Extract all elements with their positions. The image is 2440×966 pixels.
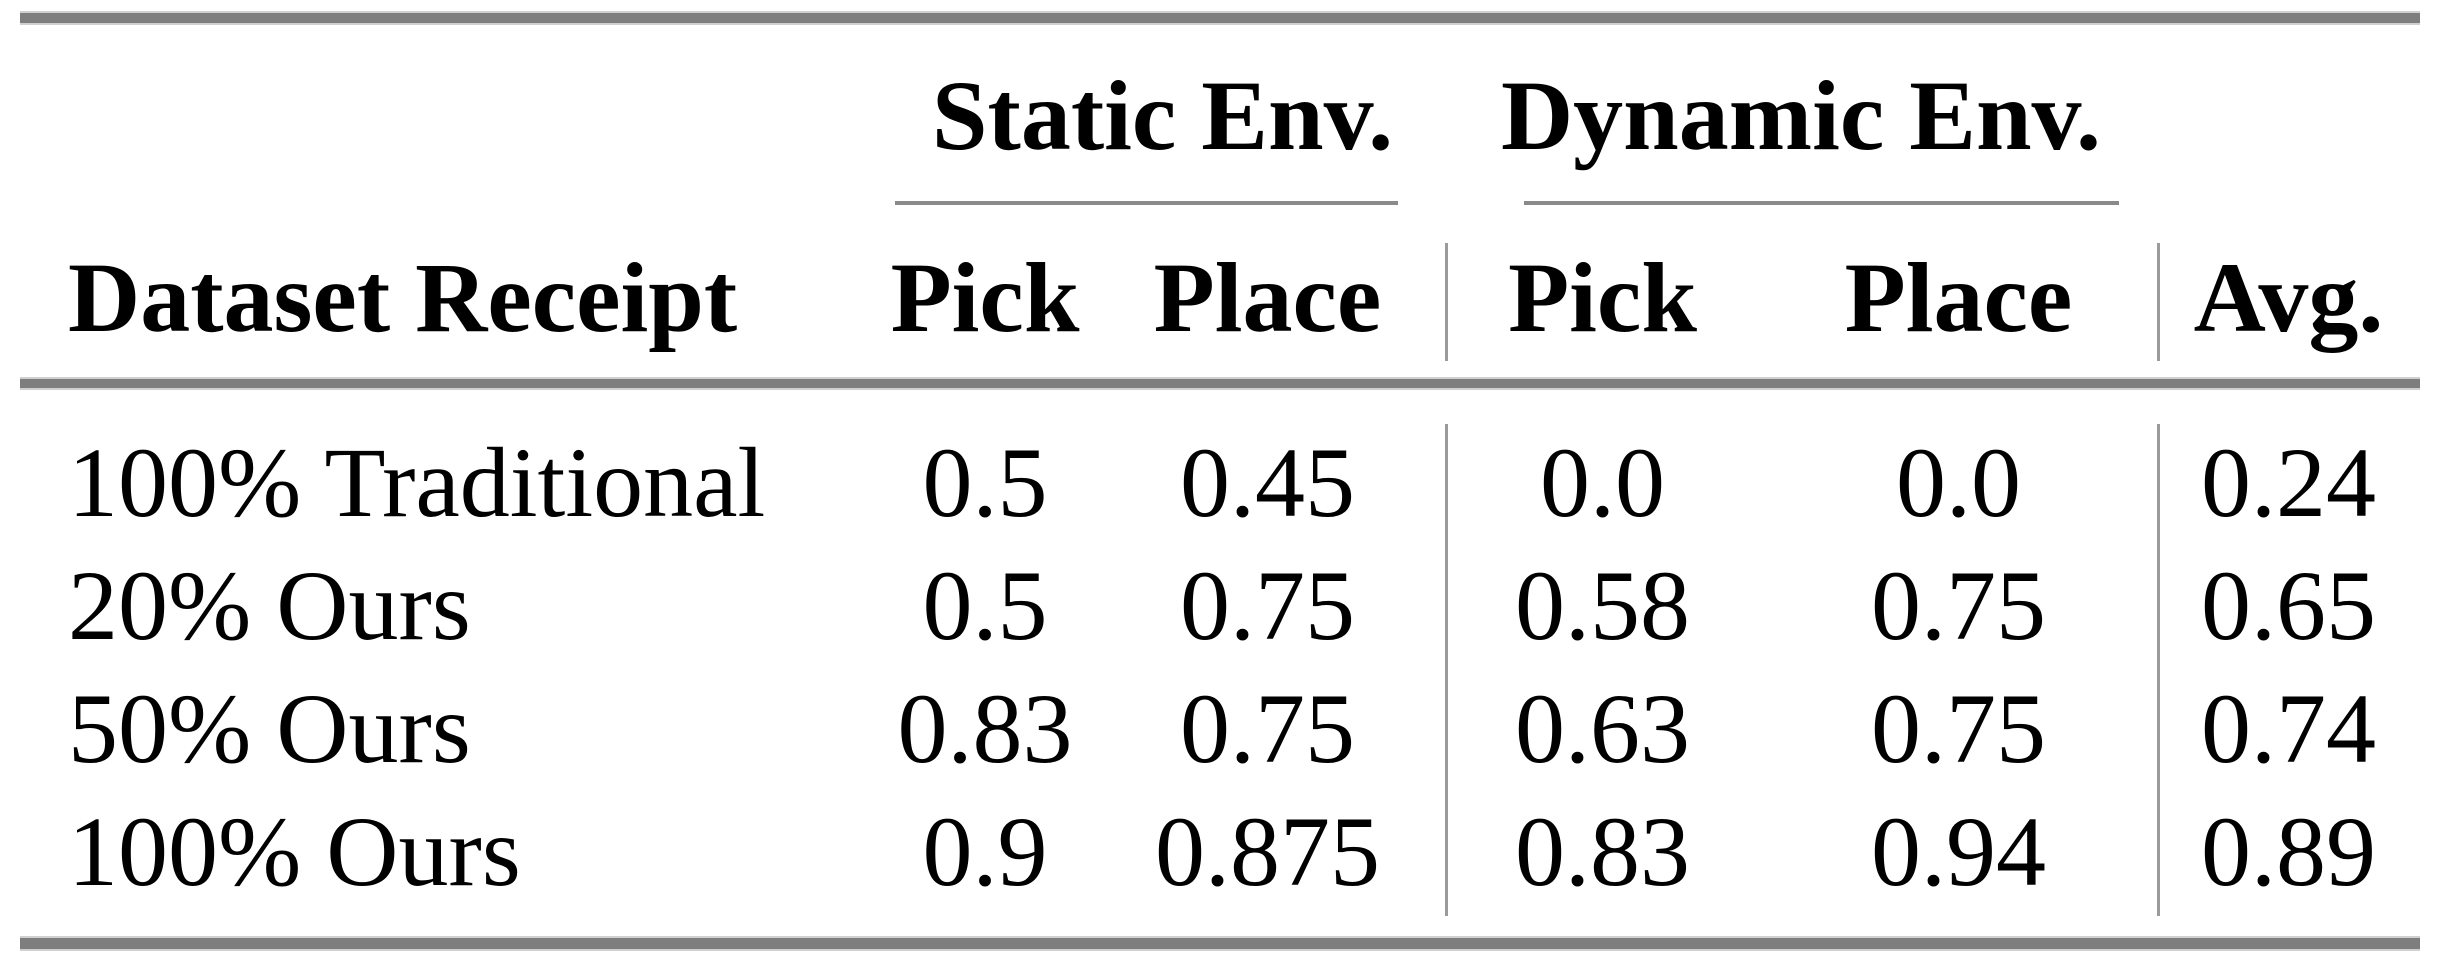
separator-dynamic-avg-header — [2157, 243, 2160, 361]
column-header-dynamic-place: Place — [1844, 242, 2073, 353]
cell-dynamic-place: 0.75 — [1871, 550, 2046, 661]
column-header-static-pick: Pick — [890, 242, 1080, 353]
cell-avg: 0.65 — [2201, 550, 2376, 661]
separator-dynamic-avg-body — [2157, 424, 2160, 916]
cell-avg: 0.89 — [2201, 796, 2376, 907]
cell-static-place: 0.875 — [1155, 796, 1380, 907]
column-header-dataset-receipt: Dataset Receipt — [68, 242, 738, 353]
table-mid-rule — [20, 379, 2420, 388]
table-top-rule — [20, 13, 2420, 23]
row-label: 20% Ours — [68, 550, 471, 661]
cell-dynamic-pick: 0.0 — [1540, 427, 1665, 538]
row-label: 50% Ours — [68, 673, 471, 784]
table-bottom-rule — [20, 938, 2420, 949]
cell-avg: 0.74 — [2201, 673, 2376, 784]
cell-static-place: 0.75 — [1180, 550, 1355, 661]
column-header-avg: Avg. — [2193, 242, 2384, 353]
group-header-dynamic-env: Dynamic Env. — [1500, 60, 2102, 171]
separator-static-dynamic-header — [1445, 243, 1448, 361]
cell-dynamic-pick: 0.83 — [1515, 796, 1690, 907]
cell-dynamic-place: 0.75 — [1871, 673, 2046, 784]
cell-static-pick: 0.9 — [922, 796, 1048, 907]
cell-static-pick: 0.5 — [922, 550, 1048, 661]
cell-static-place: 0.45 — [1180, 427, 1355, 538]
separator-static-dynamic-body — [1445, 424, 1448, 916]
cell-static-pick: 0.5 — [922, 427, 1048, 538]
cell-dynamic-place: 0.0 — [1896, 427, 2021, 538]
static-env-underline — [895, 201, 1398, 205]
row-label: 100% Ours — [68, 796, 521, 907]
dynamic-env-underline — [1524, 201, 2119, 205]
cell-static-pick: 0.83 — [897, 673, 1073, 784]
column-header-dynamic-pick: Pick — [1508, 242, 1697, 353]
column-header-static-place: Place — [1153, 242, 1382, 353]
cell-static-place: 0.75 — [1180, 673, 1355, 784]
cell-avg: 0.24 — [2201, 427, 2376, 538]
row-label: 100% Traditional — [68, 427, 766, 538]
cell-dynamic-pick: 0.58 — [1515, 550, 1690, 661]
cell-dynamic-pick: 0.63 — [1515, 673, 1690, 784]
cell-dynamic-place: 0.94 — [1871, 796, 2046, 907]
group-header-static-env: Static Env. — [931, 60, 1394, 171]
results-table: Static Env. Dynamic Env. Dataset Receipt… — [20, 23, 2420, 907]
